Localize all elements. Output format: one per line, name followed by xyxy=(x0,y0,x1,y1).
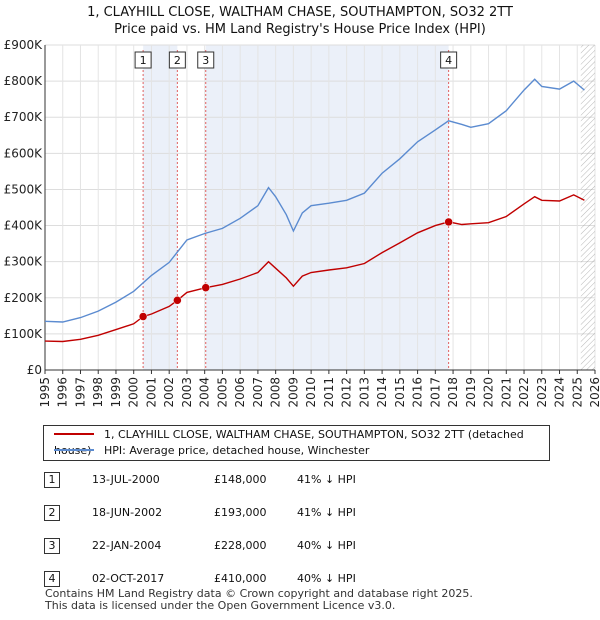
sale-price: £228,000 xyxy=(214,539,267,552)
sale-date: 18-JUN-2002 xyxy=(92,506,163,519)
y-tick-label: £400K xyxy=(4,219,44,233)
x-tick-label: 2026 xyxy=(588,377,600,408)
y-tick-label: £900K xyxy=(4,38,44,52)
y-tick-label: £300K xyxy=(4,255,44,269)
sale-marker-badge xyxy=(134,51,152,69)
sale-marker-badge xyxy=(197,51,215,69)
x-tick-label: 2022 xyxy=(517,377,531,408)
sale-band xyxy=(143,45,178,370)
sale-band xyxy=(205,45,449,370)
x-tick-label: 2011 xyxy=(322,377,336,408)
x-tick-label: 2001 xyxy=(144,377,158,408)
x-tick-label: 2010 xyxy=(304,377,318,408)
sale-marker-label: 1 xyxy=(140,54,147,67)
sale-marker-label: 2 xyxy=(174,54,181,67)
sale-date: 22-JAN-2004 xyxy=(92,539,162,552)
table-row: 4 02-OCT-2017 £410,000 40% ↓ HPI xyxy=(44,571,444,589)
table-row: 3 22-JAN-2004 £228,000 40% ↓ HPI xyxy=(44,538,444,556)
x-tick-label: 2003 xyxy=(180,377,194,408)
chart-title: 1, CLAYHILL CLOSE, WALTHAM CHASE, SOUTHA… xyxy=(87,5,513,20)
sale-marker-label: 3 xyxy=(202,54,209,67)
y-tick-label: £600K xyxy=(4,146,44,160)
x-tick-label: 2019 xyxy=(464,377,478,408)
sale-hpi-diff: 41% ↓ HPI xyxy=(297,506,356,519)
sale-point xyxy=(444,217,453,227)
legend-item-property: 1, CLAYHILL CLOSE, WALTHAM CHASE, SOUTHA… xyxy=(54,427,549,457)
sale-date: 13-JUL-2000 xyxy=(92,473,160,486)
sale-marker-label: 4 xyxy=(445,54,452,67)
x-tick-label: 2009 xyxy=(286,377,300,408)
x-tick-label: 2024 xyxy=(553,377,567,408)
x-tick-label: 2021 xyxy=(499,377,513,408)
x-tick-label: 2016 xyxy=(411,377,425,408)
table-row: 2 18-JUN-2002 £193,000 41% ↓ HPI xyxy=(44,505,444,523)
x-tick-label: 1998 xyxy=(91,377,105,408)
x-tick-label: 2000 xyxy=(127,377,141,408)
footer-copyright: Contains HM Land Registry data © Crown c… xyxy=(45,587,473,600)
sale-number-badge: 3 xyxy=(44,538,60,554)
footer-licence: This data is licensed under the Open Gov… xyxy=(45,599,396,612)
sale-point xyxy=(201,283,210,292)
sale-date: 02-OCT-2017 xyxy=(92,572,165,585)
legend-swatch-hpi xyxy=(54,449,94,451)
sale-point xyxy=(173,296,182,305)
y-tick-label: £0 xyxy=(27,363,42,377)
x-tick-label: 2014 xyxy=(375,377,389,408)
x-tick-label: 2015 xyxy=(393,377,407,408)
x-tick-label: 2002 xyxy=(162,377,176,408)
table-row: 1 13-JUL-2000 £148,000 41% ↓ HPI xyxy=(44,472,444,490)
sale-marker-badge xyxy=(440,51,458,69)
y-tick-label: £800K xyxy=(4,74,44,88)
legend-swatch-property xyxy=(54,433,94,435)
sale-price: £193,000 xyxy=(214,506,267,519)
y-tick-label: £500K xyxy=(4,182,44,196)
x-tick-label: 1996 xyxy=(56,377,70,408)
legend-label-hpi: HPI: Average price, detached house, Winc… xyxy=(104,444,370,457)
sale-hpi-diff: 40% ↓ HPI xyxy=(297,572,356,585)
x-tick-label: 2012 xyxy=(340,377,354,408)
chart-legend: 1, CLAYHILL CLOSE, WALTHAM CHASE, SOUTHA… xyxy=(43,425,550,461)
x-tick-label: 2023 xyxy=(535,377,549,408)
chart-subtitle: Price paid vs. HM Land Registry's House … xyxy=(114,22,486,37)
sale-marker-badge xyxy=(168,51,186,69)
x-tick-label: 2020 xyxy=(482,377,496,408)
x-tick-label: 2005 xyxy=(215,377,229,408)
sale-number-badge: 1 xyxy=(44,472,60,488)
sale-hpi-diff: 41% ↓ HPI xyxy=(297,473,356,486)
x-tick-label: 2017 xyxy=(428,377,442,408)
x-tick-label: 1995 xyxy=(38,377,52,408)
x-tick-label: 2008 xyxy=(269,377,283,408)
forecast-region xyxy=(580,45,595,370)
sale-price: £148,000 xyxy=(214,473,267,486)
sale-hpi-diff: 40% ↓ HPI xyxy=(297,539,356,552)
x-tick-label: 2004 xyxy=(198,377,212,408)
sale-number-badge: 2 xyxy=(44,505,60,521)
sale-number-badge: 4 xyxy=(44,571,60,587)
x-tick-label: 2018 xyxy=(446,377,460,408)
y-tick-label: £100K xyxy=(4,327,44,341)
sale-price: £410,000 xyxy=(214,572,267,585)
footer: Contains HM Land Registry data © Crown c… xyxy=(45,588,473,612)
x-tick-label: 1999 xyxy=(109,377,123,408)
x-tick-label: 2007 xyxy=(251,377,265,408)
y-tick-label: £200K xyxy=(4,291,44,305)
x-tick-label: 2025 xyxy=(570,377,584,408)
y-tick-label: £700K xyxy=(4,110,44,124)
sale-point xyxy=(138,312,148,321)
legend-item-hpi: HPI: Average price, detached house, Winc… xyxy=(54,443,369,459)
x-tick-label: 2013 xyxy=(357,377,371,408)
hpi-line xyxy=(44,78,585,323)
x-tick-label: 2006 xyxy=(233,377,247,408)
x-tick-label: 1997 xyxy=(73,377,87,408)
